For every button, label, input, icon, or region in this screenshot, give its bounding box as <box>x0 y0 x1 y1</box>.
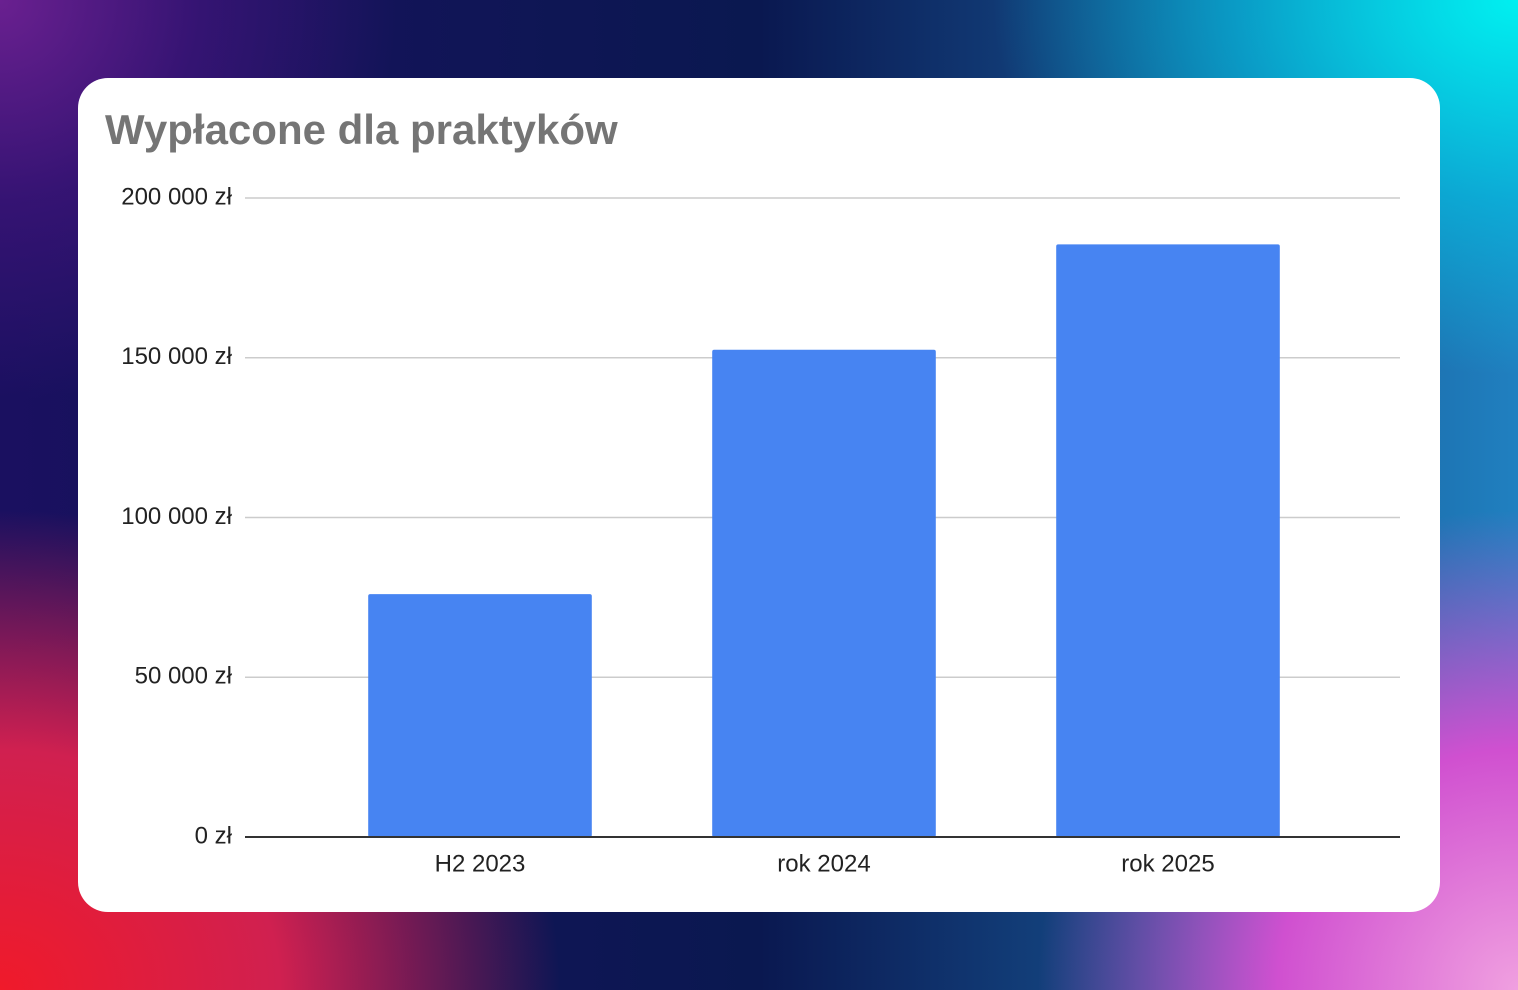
y-tick-label: 200 000 zł <box>121 183 232 210</box>
bar <box>712 349 936 837</box>
x-tick-label: rok 2024 <box>777 850 870 877</box>
chart-title: Wypłacone dla praktyków <box>105 106 618 153</box>
bar <box>1056 244 1280 837</box>
y-tick-label: 50 000 zł <box>135 663 233 690</box>
y-tick-label: 0 zł <box>195 822 233 849</box>
y-tick-label: 150 000 zł <box>121 343 232 370</box>
x-tick-label: rok 2025 <box>1121 850 1214 877</box>
y-tick-label: 100 000 zł <box>121 503 232 530</box>
bar <box>368 594 592 837</box>
x-tick-label: H2 2023 <box>435 850 526 877</box>
